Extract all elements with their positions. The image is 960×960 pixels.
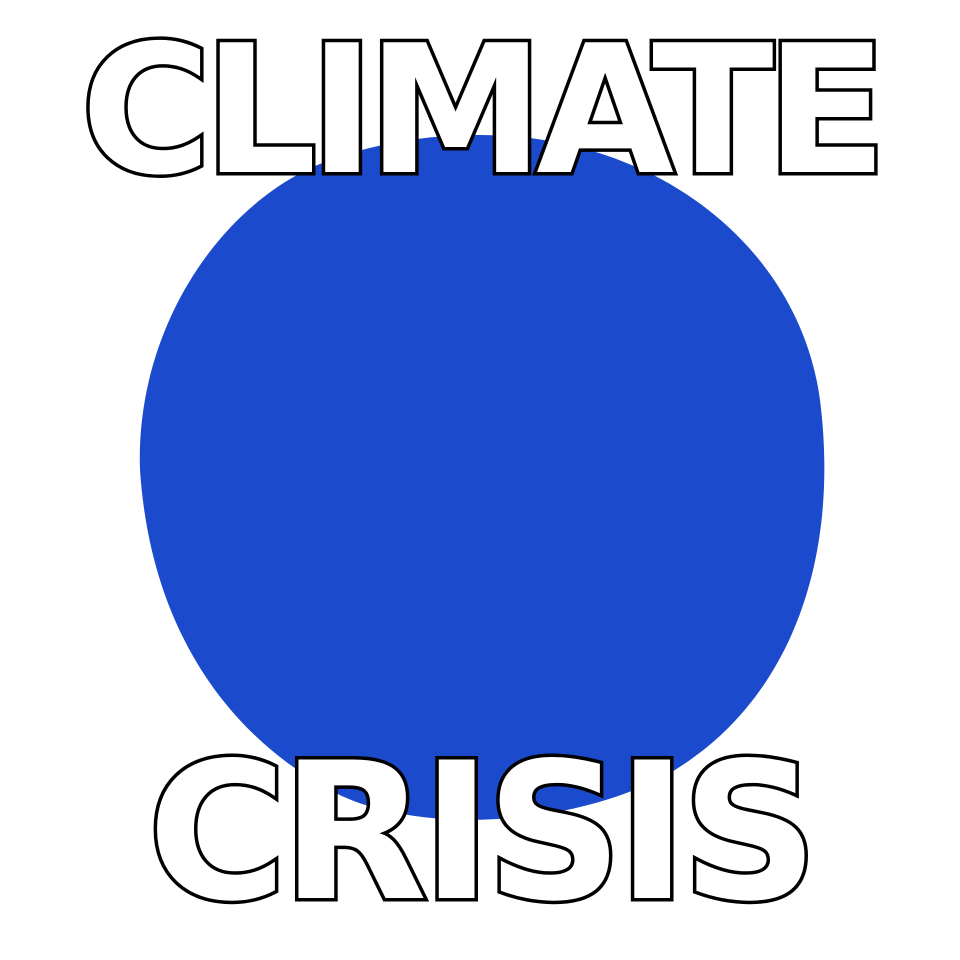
- headline-top: CLIMATE: [77, 7, 890, 214]
- globe-circle: [139, 135, 825, 820]
- headline-bottom: CRISIS: [144, 722, 822, 943]
